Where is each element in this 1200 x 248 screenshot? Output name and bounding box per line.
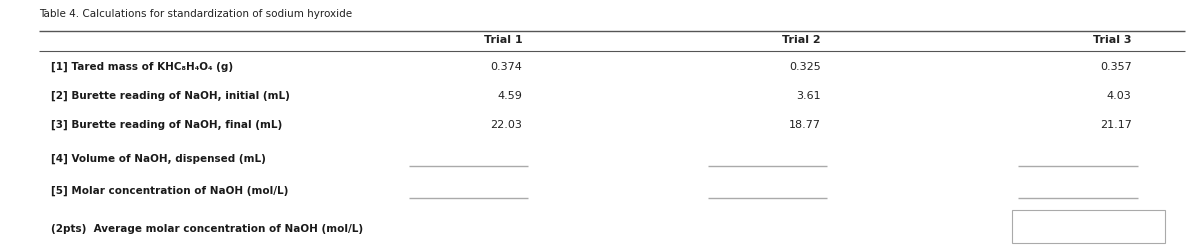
Text: 4.03: 4.03 bbox=[1106, 91, 1132, 101]
Text: 0.325: 0.325 bbox=[790, 62, 821, 72]
Text: 0.357: 0.357 bbox=[1099, 62, 1132, 72]
Text: 3.61: 3.61 bbox=[797, 91, 821, 101]
Text: Trial 1: Trial 1 bbox=[484, 35, 522, 45]
Text: [5] Molar concentration of NaOH (mol/L): [5] Molar concentration of NaOH (mol/L) bbox=[50, 186, 288, 196]
Text: 18.77: 18.77 bbox=[788, 120, 821, 130]
FancyBboxPatch shape bbox=[1012, 210, 1165, 243]
Text: 4.59: 4.59 bbox=[498, 91, 522, 101]
Text: Trial 2: Trial 2 bbox=[782, 35, 821, 45]
Text: 22.03: 22.03 bbox=[491, 120, 522, 130]
Text: Table 4. Calculations for standardization of sodium hyroxide: Table 4. Calculations for standardizatio… bbox=[38, 9, 352, 19]
Text: (2pts)  Average molar concentration of NaOH (mol/L): (2pts) Average molar concentration of Na… bbox=[50, 224, 362, 234]
Text: [1] Tared mass of KHC₈H₄O₄ (g): [1] Tared mass of KHC₈H₄O₄ (g) bbox=[50, 62, 233, 72]
Text: [2] Burette reading of NaOH, initial (mL): [2] Burette reading of NaOH, initial (mL… bbox=[50, 91, 289, 101]
Text: [4] Volume of NaOH, dispensed (mL): [4] Volume of NaOH, dispensed (mL) bbox=[50, 154, 265, 164]
Text: 21.17: 21.17 bbox=[1099, 120, 1132, 130]
Text: Trial 3: Trial 3 bbox=[1093, 35, 1132, 45]
Text: 0.374: 0.374 bbox=[491, 62, 522, 72]
Text: [3] Burette reading of NaOH, final (mL): [3] Burette reading of NaOH, final (mL) bbox=[50, 120, 282, 130]
